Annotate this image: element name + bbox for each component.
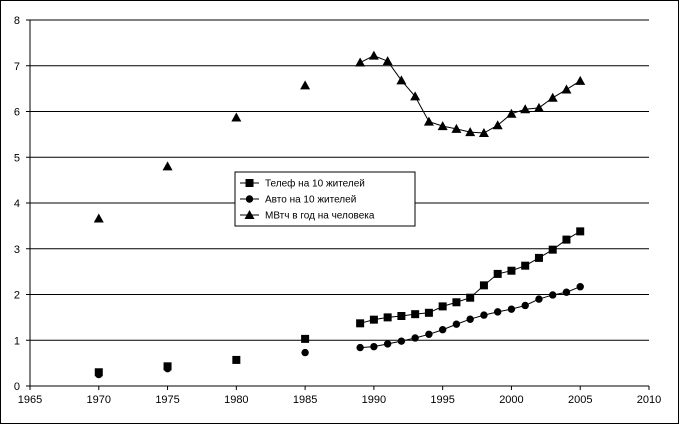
series-circle <box>95 283 584 379</box>
data-point-square-1980 <box>232 355 241 364</box>
data-point-square-1985 <box>301 334 310 343</box>
x-tick-label-1975: 1975 <box>155 394 179 406</box>
data-point-triangle-1996 <box>451 123 462 133</box>
data-point-circle-1996 <box>452 320 461 328</box>
data-point-square-1991 <box>383 313 392 322</box>
data-point-square-2005 <box>576 227 585 236</box>
data-point-square-1989 <box>356 319 365 328</box>
data-point-square-2000 <box>507 266 516 275</box>
data-point-circle-2002 <box>535 295 543 303</box>
data-point-triangle-2002 <box>533 102 544 112</box>
data-point-circle-1995 <box>438 326 447 334</box>
data-point-triangle-1991 <box>382 56 393 66</box>
data-point-triangle-1998 <box>478 128 489 138</box>
data-point-square-2001 <box>521 261 530 270</box>
data-point-triangle-2001 <box>520 104 531 114</box>
data-point-square-1999 <box>493 269 502 278</box>
y-tick-label-8: 8 <box>14 15 20 27</box>
x-tick-label-2010: 2010 <box>637 394 661 406</box>
y-tick-label-0: 0 <box>14 381 20 393</box>
data-point-square-1990 <box>369 315 378 324</box>
data-point-circle-2001 <box>521 301 529 310</box>
series-line-square <box>360 230 581 324</box>
data-point-square-1998 <box>479 281 488 290</box>
data-point-circle-1975 <box>163 364 172 373</box>
data-point-circle-1989 <box>356 343 364 352</box>
data-point-circle-1994 <box>425 330 433 339</box>
axes: 0 1 2 3 4 5 6 7 8 1965 1970 1975 1980 1985 1990 1995 200… <box>14 15 661 406</box>
data-point-triangle-1990 <box>368 50 379 60</box>
data-point-circle-2003 <box>549 291 557 299</box>
x-tick-label-1995: 1995 <box>430 394 454 406</box>
data-point-circle-2000 <box>507 305 516 313</box>
data-point-triangle-1995 <box>437 121 448 131</box>
data-point-circle-1998 <box>480 311 488 319</box>
x-tick-label-1970: 1970 <box>87 394 111 406</box>
data-point-square-1997 <box>466 293 475 302</box>
x-tick-label-2000: 2000 <box>499 394 523 406</box>
data-point-square-2003 <box>548 245 557 254</box>
series-line-triangle <box>359 55 581 134</box>
y-tick-label-3: 3 <box>14 244 20 256</box>
data-point-triangle-1975 <box>162 161 173 171</box>
data-point-circle-2005 <box>576 283 584 291</box>
y-tick-label-1: 1 <box>14 335 20 347</box>
x-tick-label-1985: 1985 <box>293 394 317 406</box>
data-point-triangle-1989 <box>355 57 366 67</box>
data-point-circle-1985 <box>301 348 309 357</box>
x-tick-label-1965: 1965 <box>18 394 42 406</box>
data-point-triangle-1985 <box>300 80 311 90</box>
data-point-circle-2004 <box>562 288 571 296</box>
legend-label-square: Телеф на 10 жителей <box>265 178 365 190</box>
data-point-square-1992 <box>397 312 406 321</box>
x-tick-label-1980: 1980 <box>224 394 248 406</box>
data-point-square-2004 <box>562 235 571 244</box>
legend-label-circle: Авто на 10 жителей <box>265 195 356 206</box>
y-tick-label-4: 4 <box>14 198 20 210</box>
grid-lines <box>30 19 649 341</box>
data-point-square-2002 <box>534 253 543 262</box>
data-point-square-1994 <box>424 308 433 317</box>
data-point-circle-1992 <box>397 337 406 345</box>
data-point-circle-1997 <box>466 315 474 323</box>
legend-label-triangle: МВтч в год на человека <box>265 211 375 222</box>
data-point-circle-1990 <box>370 342 378 351</box>
data-point-triangle-1970 <box>93 213 104 223</box>
data-point-triangle-1980 <box>231 112 242 122</box>
data-point-circle-1993 <box>411 334 419 342</box>
data-point-triangle-1993 <box>410 91 421 101</box>
series-triangle <box>93 50 586 223</box>
legend: Телеф на 10 жителей Авто на 10 жителей МВт… <box>234 171 416 227</box>
data-point-triangle-1994 <box>423 116 434 126</box>
legend-marker-circle <box>245 195 254 203</box>
data-point-circle-1970 <box>95 370 103 379</box>
data-point-triangle-2000 <box>506 108 517 118</box>
data-point-triangle-2004 <box>561 84 572 94</box>
y-tick-label-6: 6 <box>14 107 20 119</box>
data-point-square-1996 <box>452 298 461 307</box>
data-point-triangle-2003 <box>547 92 558 102</box>
legend-marker-triangle <box>244 210 255 219</box>
legend-marker-square <box>245 179 254 187</box>
data-point-triangle-1992 <box>396 75 407 85</box>
data-point-square-1993 <box>411 310 420 319</box>
y-tick-label-2: 2 <box>14 290 20 302</box>
series-layer <box>93 50 586 379</box>
y-tick-label-7: 7 <box>14 61 20 73</box>
data-point-circle-1991 <box>383 340 392 348</box>
data-point-circle-1999 <box>493 308 502 316</box>
data-point-triangle-1997 <box>465 127 476 137</box>
legend-box <box>234 171 416 227</box>
x-tick-label-2005: 2005 <box>568 394 592 406</box>
data-point-triangle-1999 <box>492 120 503 130</box>
y-tick-label-5: 5 <box>14 152 20 164</box>
data-point-triangle-2005 <box>575 75 586 85</box>
series-square <box>94 227 585 377</box>
x-tick-label-1990: 1990 <box>362 394 386 406</box>
data-point-square-1995 <box>438 302 447 311</box>
